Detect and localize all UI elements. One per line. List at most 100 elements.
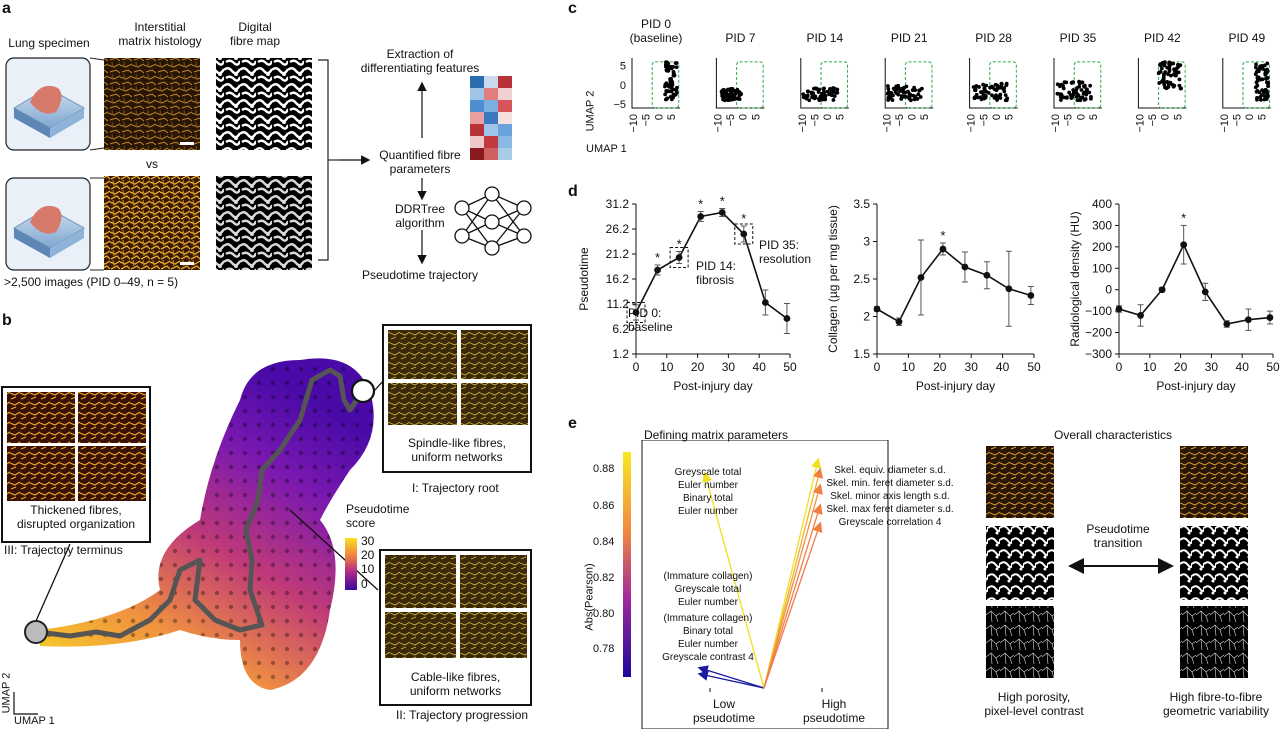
umap-point [1087,90,1092,95]
umap-point [817,98,822,103]
umap-ytick: −5 [613,99,626,111]
collagen-xtick-label: 10 [902,360,916,374]
umap-point [1004,81,1009,86]
umap-roi-4 [989,61,1017,109]
pseudotime-highlight-box [669,247,689,268]
umap-xtick: −10 [628,114,640,133]
umap-point [978,90,983,95]
umap-point [1255,95,1259,100]
umap-point [974,84,979,88]
umap-point [1156,71,1161,76]
radiological-point [1223,320,1231,328]
histology-image-top [104,58,200,150]
umap-point [992,95,997,100]
radiological-xtick-label: 30 [1205,360,1219,374]
col-histology: Interstitial matrix histology [118,20,202,48]
pseudotime-point [718,209,726,216]
panel-c-axis-y: UMAP 2 [584,90,597,132]
annotation-fibrosis: PID 14: fibrosis [696,259,737,287]
radiological-point [1201,288,1209,296]
umap-point [1075,98,1080,103]
umap-point [990,93,994,98]
collagen-point [939,245,947,253]
caption-left: High porosity, pixel-level contrast [984,690,1084,718]
annotation-baseline: PID 0: baseline [628,306,673,334]
umap-point [990,85,995,90]
progression-thumbnails [379,549,532,706]
umap-point [998,96,1003,100]
umap-xtick: 0 [907,114,919,120]
umap-point [806,89,810,94]
pseudotime-xtick-label: 50 [783,360,797,374]
umap-point [1171,84,1176,89]
e-ytick-088: 0.88 [593,463,615,475]
radiological-ytick-label: −200 [1085,326,1112,340]
radiological-xtick-label: 10 [1143,360,1157,374]
umap-xtick: 5 [666,114,678,120]
radiological-xtick-label: 50 [1266,360,1280,374]
umap-ytick: 0 [620,80,626,92]
x-high-pseudotime: High pseudotime [802,697,866,725]
umap-xtick: −5 [725,114,737,127]
pseudotime-ytick-label: 1.2 [612,347,629,361]
umap-point [663,84,667,89]
umap-point [1055,82,1060,87]
umap-point [886,86,891,91]
collagen-ytick-label: 1.5 [853,347,870,361]
umap-point [835,90,840,95]
umap-point [896,83,901,88]
umap-point [805,94,810,99]
colorbar-tick-10: 10 [361,562,375,576]
umap-point [720,89,725,94]
radiological-point [1266,314,1274,321]
umap-point [737,91,742,96]
umap-point [665,66,670,71]
radiological-ytick-label: −100 [1085,304,1112,318]
high-group: Skel. equiv. diameter s.d. Skel. min. fe… [826,465,954,528]
umap-point [1265,94,1270,99]
root-node [350,378,376,404]
pseudotime-ytick-label: 21.2 [606,247,630,261]
umap-point [1173,73,1178,78]
umap-ytick: 5 [620,61,626,73]
umap-point [981,82,986,87]
pseudotime-point [675,254,683,261]
fibremap-top [216,58,312,150]
umap-point [811,86,816,91]
umap-point [1265,61,1270,66]
umap-point [727,98,732,102]
neural-network-icon [454,186,532,256]
panel-b-axis-y: UMAP 2 [0,672,13,714]
umap-point [910,88,915,93]
umap-xtick: −5 [894,114,906,127]
pseudotime-xlabel: Post-injury day [673,379,752,393]
e-fibremap-right [1180,526,1248,600]
radiological-xlabel: Post-injury day [1156,379,1235,393]
umap-point [973,94,978,99]
umap-point [1177,77,1182,82]
e-fibremap-left [986,526,1054,600]
umap-xtick: −10 [1134,114,1146,133]
pseudotime-xtick-label: 10 [660,360,674,374]
umap-point [1254,80,1259,85]
collagen-point [961,263,969,271]
umap-point [674,88,679,93]
radiological-axes [1118,204,1273,355]
umap-point [664,60,668,65]
progression-caption: Cable-like fibres, uniform networks [409,670,502,698]
pseudotime-ytick-label: 31.2 [606,197,630,211]
root-caption: Spindle-like fibres, uniform networks [407,436,507,464]
vs-label: vs [146,157,158,171]
umap-point [1067,90,1072,95]
umap-xtick: −5 [978,114,990,127]
umap-point [669,97,674,102]
umap-title-7: PID 49 [1228,31,1265,45]
umap-point [1264,97,1269,102]
umap-point [1079,88,1084,92]
umap-point [1263,72,1268,77]
low-group-2: (Immature collagen) Greyscale total Eule… [663,571,753,608]
umap-xtick: 5 [750,114,762,120]
umap-point [728,86,733,91]
pseudotime-xtick-label: 0 [633,360,640,374]
